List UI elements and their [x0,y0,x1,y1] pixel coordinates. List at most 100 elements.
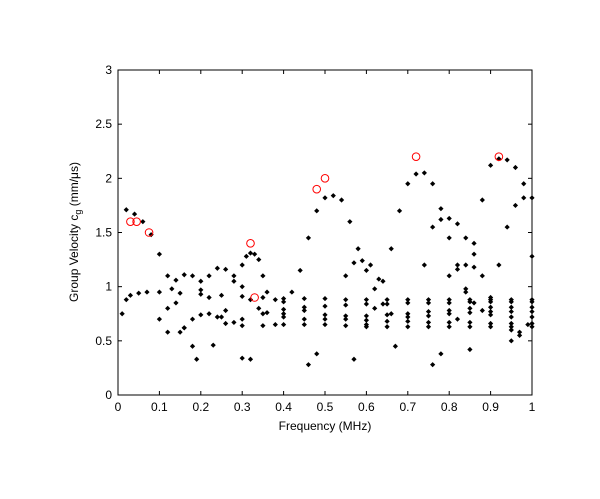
data-point-diamond [508,308,514,315]
x-tick-label: 0.3 [234,400,251,414]
data-point-diamond [252,251,258,257]
data-point-diamond [156,289,162,295]
data-point-diamond [301,316,307,322]
data-point-diamond [144,289,150,295]
data-point-diamond [351,356,357,362]
data-point-diamond [198,312,204,318]
data-point-diamond [488,304,494,310]
data-point-circle [250,293,259,302]
data-point-diamond [405,318,411,324]
data-point-diamond [156,316,162,322]
data-point-diamond [508,320,514,327]
data-point-diamond [218,314,225,320]
data-point-diamond [305,235,312,241]
data-point-diamond [198,278,204,284]
data-point-diamond [516,332,523,339]
data-point-diamond [239,316,245,322]
data-point-circle [144,228,154,237]
data-point-diamond [430,224,436,230]
data-point-diamond [343,302,349,308]
data-point-diamond [438,206,444,212]
data-point-diamond [214,314,220,320]
data-point-circle [494,152,504,161]
data-point-diamond [430,362,436,368]
data-point-diamond [177,329,183,335]
data-point-diamond [384,324,390,330]
data-point-diamond [123,297,129,303]
data-point-diamond [156,251,162,257]
data-point-diamond [425,300,432,306]
x-tick-label: 0.6 [358,400,375,414]
data-point-diamond [446,273,452,279]
data-point-diamond [467,310,473,316]
data-point-diamond [239,355,245,361]
data-point-diamond [388,246,394,252]
data-point-diamond [127,292,134,298]
data-point-diamond [479,307,485,314]
data-point-diamond [446,319,452,326]
data-point-diamond [260,311,266,317]
data-point-diamond [446,311,452,317]
data-point-diamond [508,338,514,344]
data-point-diamond [239,284,245,290]
data-point-circle [411,152,421,161]
data-point-diamond [471,264,477,270]
data-point-diamond [239,262,245,268]
data-point-diamond [372,286,378,292]
data-point-diamond [438,351,444,357]
data-point-diamond [471,251,477,257]
data-point-diamond [181,272,187,278]
y-axis-ticks: 0 0.5 1 1.5 2 2.5 3 [95,63,532,402]
data-point-diamond [289,289,295,295]
data-point-diamond [529,299,535,305]
data-point-diamond [463,235,469,241]
data-point-diamond [256,305,262,311]
data-point-diamond [169,286,175,292]
data-point-diamond [425,297,432,303]
data-point-diamond [343,273,349,279]
x-tick-label: 1 [529,400,536,414]
y-tick-label: 0 [105,388,112,402]
data-point-diamond [239,323,245,329]
data-point-diamond [231,319,237,326]
data-point-diamond [301,321,307,328]
data-point-diamond [330,193,336,199]
data-point-diamond [467,299,473,305]
data-point-diamond [488,294,494,301]
data-point-diamond [508,299,514,305]
data-point-diamond [272,297,278,303]
data-point-diamond [438,216,444,223]
data-point-diamond [239,293,245,300]
data-point-circle [132,217,141,226]
data-point-diamond [210,342,216,348]
data-point-diamond [314,208,320,214]
data-point-diamond [206,311,212,317]
data-point-diamond [463,262,469,268]
data-point-diamond [355,246,361,252]
data-point-diamond [281,299,287,305]
data-point-diamond [425,324,432,330]
data-point-diamond [314,351,320,357]
data-point-diamond [218,292,225,298]
data-point-diamond [189,343,196,349]
data-point-diamond [247,356,254,362]
data-point-diamond [206,273,212,279]
data-point-diamond [343,323,349,329]
data-point-diamond [392,343,398,349]
x-axis-label: Frequency (MHz) [279,419,372,433]
data-point-diamond [467,319,473,326]
data-point-diamond [384,312,390,318]
data-point-diamond [529,304,535,310]
data-point-diamond [467,346,473,353]
data-point-diamond [446,235,452,241]
data-point-diamond [264,289,270,295]
y-tick-label: 2 [105,171,112,185]
data-point-diamond [343,297,349,303]
data-point-diamond [247,250,254,256]
x-tick-label: 0.9 [482,400,499,414]
data-point-diamond [512,202,519,209]
data-point-diamond [496,262,502,268]
data-point-diamond [181,325,187,331]
data-point-diamond [343,316,349,322]
